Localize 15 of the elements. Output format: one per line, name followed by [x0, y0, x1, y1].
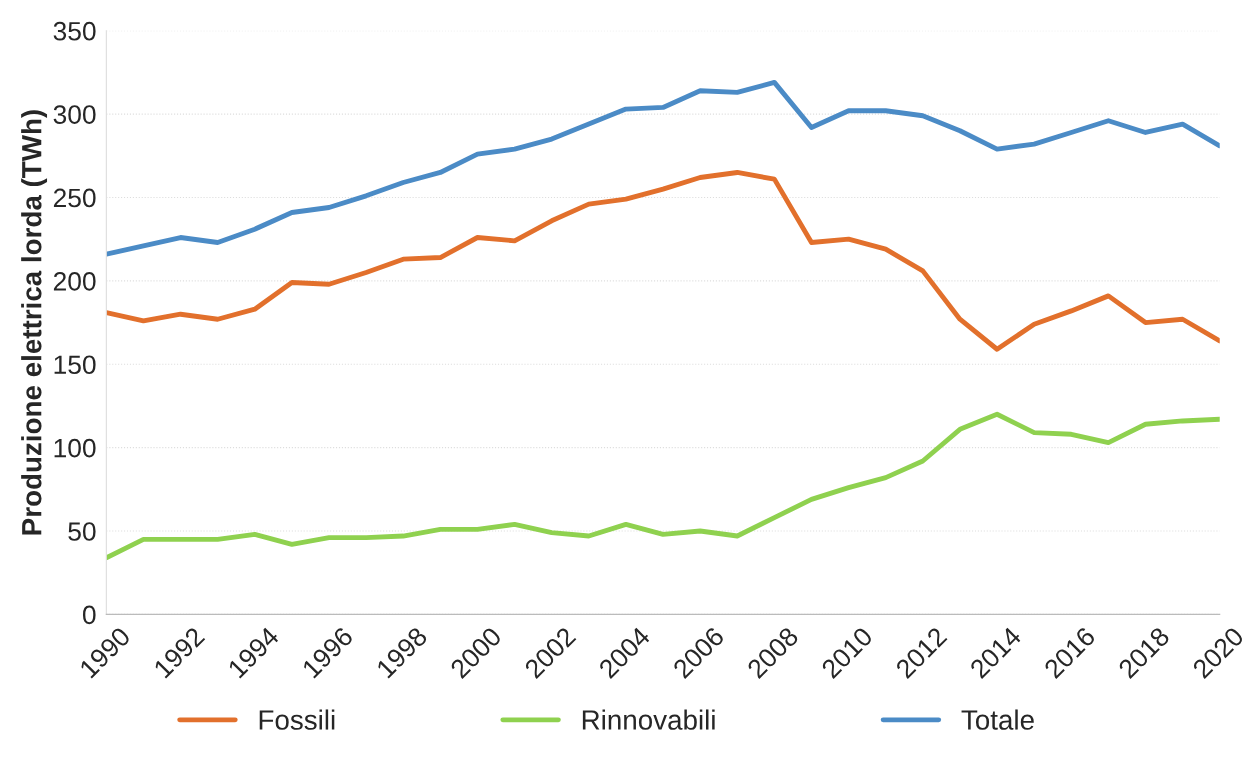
- y-tick-label: 0: [82, 605, 96, 625]
- y-axis-title: Produzione elettrica lorda (TWh): [21, 110, 48, 535]
- y-tick-label: 50: [68, 522, 96, 541]
- line-series: [106, 170, 1220, 352]
- legend-label: Rinnovabili: [582, 709, 715, 730]
- y-tick-label: 350: [53, 21, 96, 41]
- line-series: [106, 79, 1220, 257]
- legend-label: Fossili: [259, 709, 335, 730]
- legend-label: Totale: [961, 709, 1034, 730]
- y-tick-label: 150: [54, 355, 96, 375]
- y-tick-label: 250: [53, 188, 96, 208]
- y-tick-label: 300: [53, 105, 96, 124]
- y-tick-label: 100: [54, 438, 96, 458]
- y-tick-label: 200: [53, 272, 96, 291]
- line-series: [106, 411, 1220, 561]
